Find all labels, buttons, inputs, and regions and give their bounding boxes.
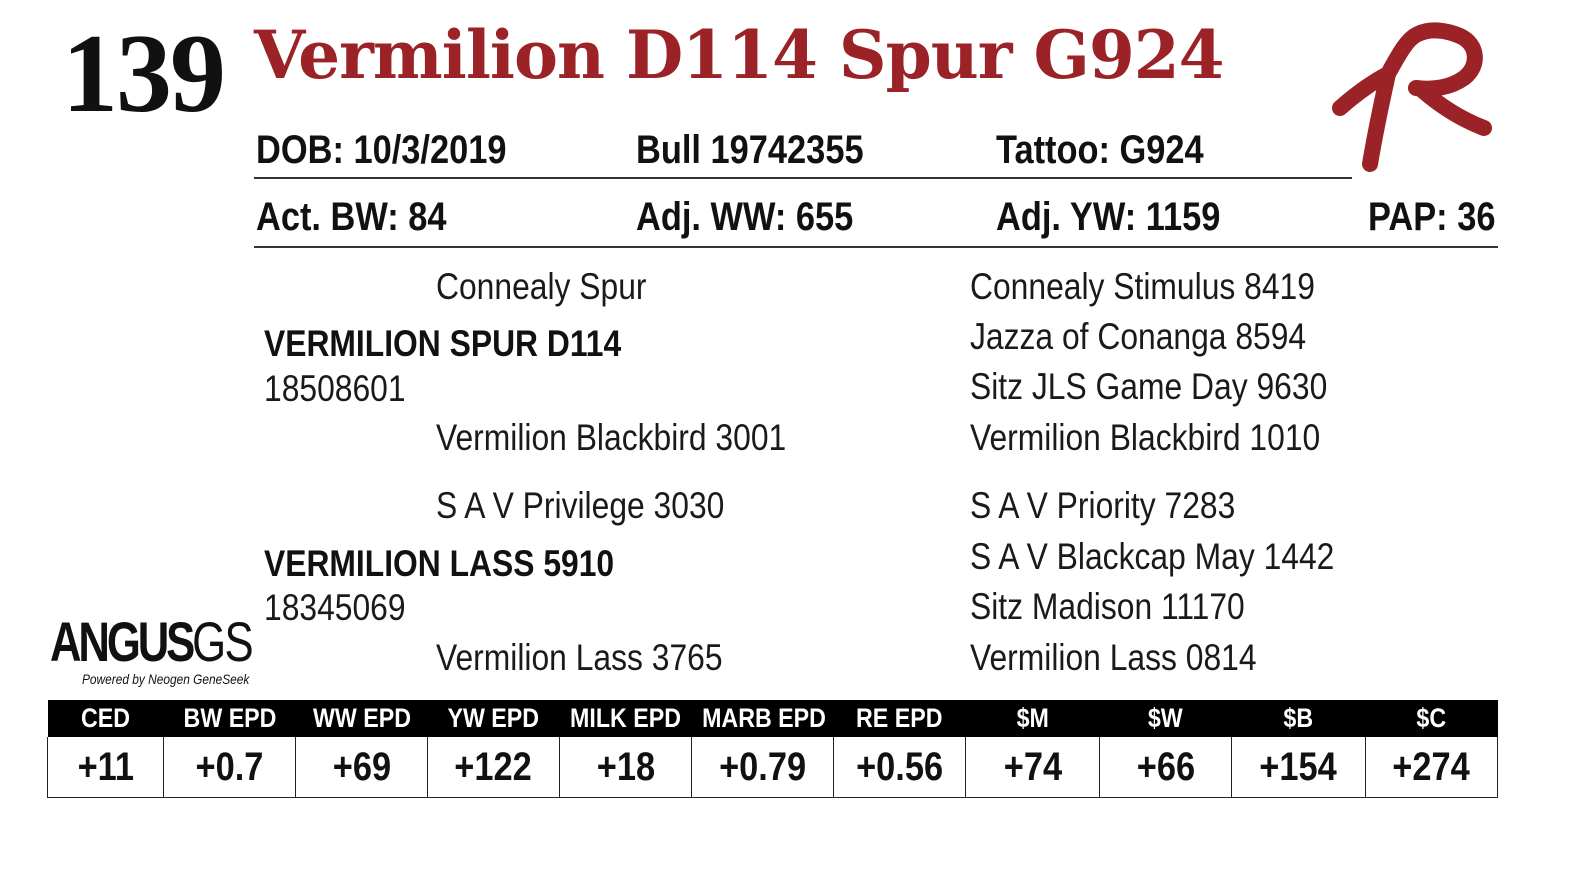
epd-header-row: CED BW EPD WW EPD YW EPD MILK EPD MARB E… bbox=[47, 700, 1498, 737]
epd-value-cell: +274 bbox=[1365, 737, 1498, 798]
epd-value-cell: +66 bbox=[1099, 737, 1232, 798]
epd-header-cell: RE EPD bbox=[833, 700, 966, 737]
great-grandparent: Vermilion Lass 0814 bbox=[970, 637, 1257, 678]
epd-value-cell: +0.7 bbox=[163, 737, 296, 798]
great-grandparent: Sitz JLS Game Day 9630 bbox=[970, 366, 1328, 407]
gs-wordmark: GS bbox=[192, 610, 254, 673]
pap-field: PAP: 36 bbox=[1368, 195, 1496, 239]
great-grandparent: S A V Blackcap May 1442 bbox=[970, 536, 1335, 577]
epd-value-cell: +74 bbox=[965, 737, 1100, 798]
angus-wordmark: ANGUS bbox=[50, 610, 195, 673]
epd-header-cell: $C bbox=[1365, 700, 1498, 737]
great-grandparent: Connealy Stimulus 8419 bbox=[970, 266, 1315, 307]
epd-header-cell: WW EPD bbox=[295, 700, 428, 737]
weaning-weight-field: Adj. WW: 655 bbox=[636, 195, 854, 239]
dam-registration: 18345069 bbox=[264, 587, 406, 628]
epd-value-cell: +11 bbox=[47, 737, 164, 798]
great-grandparent: Sitz Madison 11170 bbox=[970, 586, 1245, 627]
sire-sire-name: Connealy Spur bbox=[436, 266, 647, 307]
registration-field: Bull 19742355 bbox=[636, 128, 864, 172]
divider-top bbox=[254, 177, 1352, 179]
lot-number: 139 bbox=[62, 12, 226, 136]
epd-table: CED BW EPD WW EPD YW EPD MILK EPD MARB E… bbox=[47, 700, 1498, 798]
epd-value-cell: +122 bbox=[427, 737, 560, 798]
epd-value-row: +11 +0.7 +69 +122 +18 +0.79 +0.56 +74 +6… bbox=[47, 737, 1498, 798]
epd-header-cell: CED bbox=[47, 700, 164, 737]
angus-gs-wordmark: ANGUSGS bbox=[50, 614, 254, 670]
epd-header-cell: $M bbox=[965, 700, 1100, 737]
angus-gs-tagline: Powered by Neogen GeneSeek bbox=[82, 671, 250, 687]
dob-field: DOB: 10/3/2019 bbox=[256, 128, 507, 172]
vr-brand-logo bbox=[1332, 22, 1492, 172]
dam-sire-name: S A V Privilege 3030 bbox=[436, 485, 725, 526]
great-grandparent: S A V Priority 7283 bbox=[970, 485, 1236, 526]
epd-header-cell: BW EPD bbox=[163, 700, 296, 737]
epd-header-cell: MARB EPD bbox=[691, 700, 834, 737]
sire-dam-name: Vermilion Blackbird 3001 bbox=[436, 417, 787, 458]
sire-registration: 18508601 bbox=[264, 368, 406, 409]
great-grandparent: Vermilion Blackbird 1010 bbox=[970, 417, 1321, 458]
angus-gs-logo: ANGUSGS Powered by Neogen GeneSeek bbox=[50, 614, 254, 694]
epd-header-cell: $W bbox=[1099, 700, 1232, 737]
epd-value-cell: +154 bbox=[1231, 737, 1366, 798]
animal-name: Vermilion D114 Spur G924 bbox=[254, 16, 1225, 94]
yearling-weight-field: Adj. YW: 1159 bbox=[996, 195, 1221, 239]
sire-name: VERMILION SPUR D114 bbox=[264, 323, 622, 364]
epd-header-cell: $B bbox=[1231, 700, 1366, 737]
dam-name: VERMILION LASS 5910 bbox=[264, 543, 615, 584]
epd-value-cell: +18 bbox=[559, 737, 692, 798]
great-grandparent: Jazza of Conanga 8594 bbox=[970, 316, 1307, 357]
epd-value-cell: +0.56 bbox=[833, 737, 966, 798]
epd-header-cell: MILK EPD bbox=[559, 700, 692, 737]
tattoo-field: Tattoo: G924 bbox=[996, 128, 1204, 172]
epd-value-cell: +69 bbox=[295, 737, 428, 798]
divider-bottom bbox=[254, 246, 1498, 248]
epd-value-cell: +0.79 bbox=[691, 737, 834, 798]
dam-dam-name: Vermilion Lass 3765 bbox=[436, 637, 723, 678]
birth-weight-field: Act. BW: 84 bbox=[256, 195, 447, 239]
epd-header-cell: YW EPD bbox=[427, 700, 560, 737]
